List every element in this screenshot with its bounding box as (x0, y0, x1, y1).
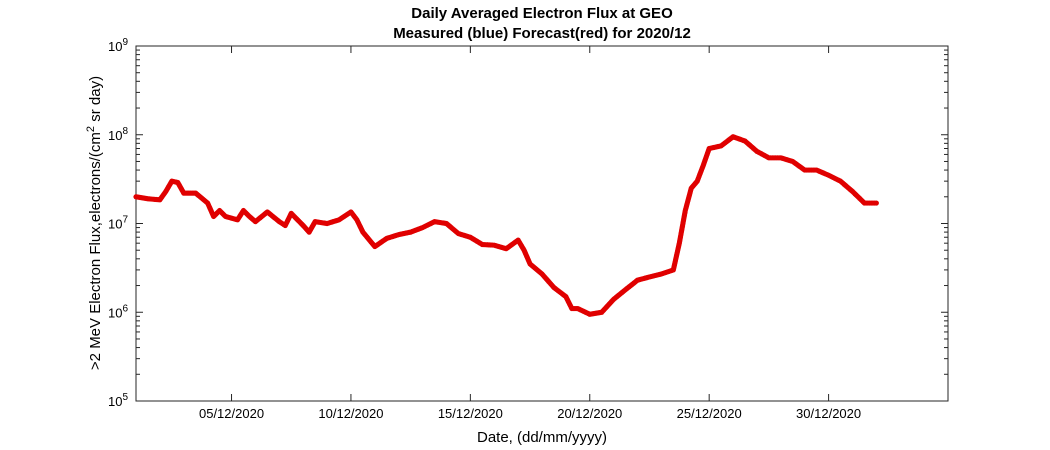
flux-series (133, 134, 879, 317)
y-tick-label: 107 (108, 215, 128, 232)
y-axis-label-tail: sr day) (87, 76, 104, 126)
x-tick-label: 15/12/2020 (438, 406, 503, 421)
x-tick-label: 30/12/2020 (796, 406, 861, 421)
x-axis: 05/12/2020 10/12/2020 15/12/2020 20/12/2020… (199, 46, 861, 421)
y-tick-exponent: 9 (122, 37, 128, 48)
y-tick-base: 10 (108, 305, 122, 320)
y-tick-label: 106 (108, 303, 128, 320)
chart-title: Daily Averaged Electron Flux at GEO (411, 5, 673, 22)
y-tick-label: 105 (108, 392, 128, 409)
y-axis-label-main: >2 MeV Electron Flux,electrons/(cm (87, 132, 104, 370)
y-tick-base: 10 (108, 217, 122, 232)
data-point (873, 200, 879, 206)
y-tick-exponent: 5 (122, 392, 128, 403)
x-tick-label: 10/12/2020 (318, 406, 383, 421)
y-tick-base: 10 (108, 128, 122, 143)
plot-area (135, 45, 949, 402)
x-tick-label: 05/12/2020 (199, 406, 264, 421)
y-tick-exponent: 6 (122, 303, 128, 314)
x-tick-label: 20/12/2020 (557, 406, 622, 421)
y-tick-base: 10 (108, 39, 122, 54)
y-tick-label: 108 (108, 126, 128, 143)
x-tick-label: 25/12/2020 (677, 406, 742, 421)
y-tick-exponent: 8 (122, 126, 128, 137)
y-axis-label: >2 MeV Electron Flux,electrons/(cm2 sr d… (85, 76, 104, 370)
y-tick-label: 109 (108, 37, 128, 54)
chart-subtitle: Measured (blue) Forecast(red) for 2020/1… (393, 25, 691, 42)
y-tick-exponent: 7 (122, 215, 128, 226)
x-axis-label: Date, (dd/mm/yyyy) (477, 429, 607, 446)
y-axis-label-sup: 2 (85, 126, 97, 132)
y-tick-base: 10 (108, 394, 122, 409)
